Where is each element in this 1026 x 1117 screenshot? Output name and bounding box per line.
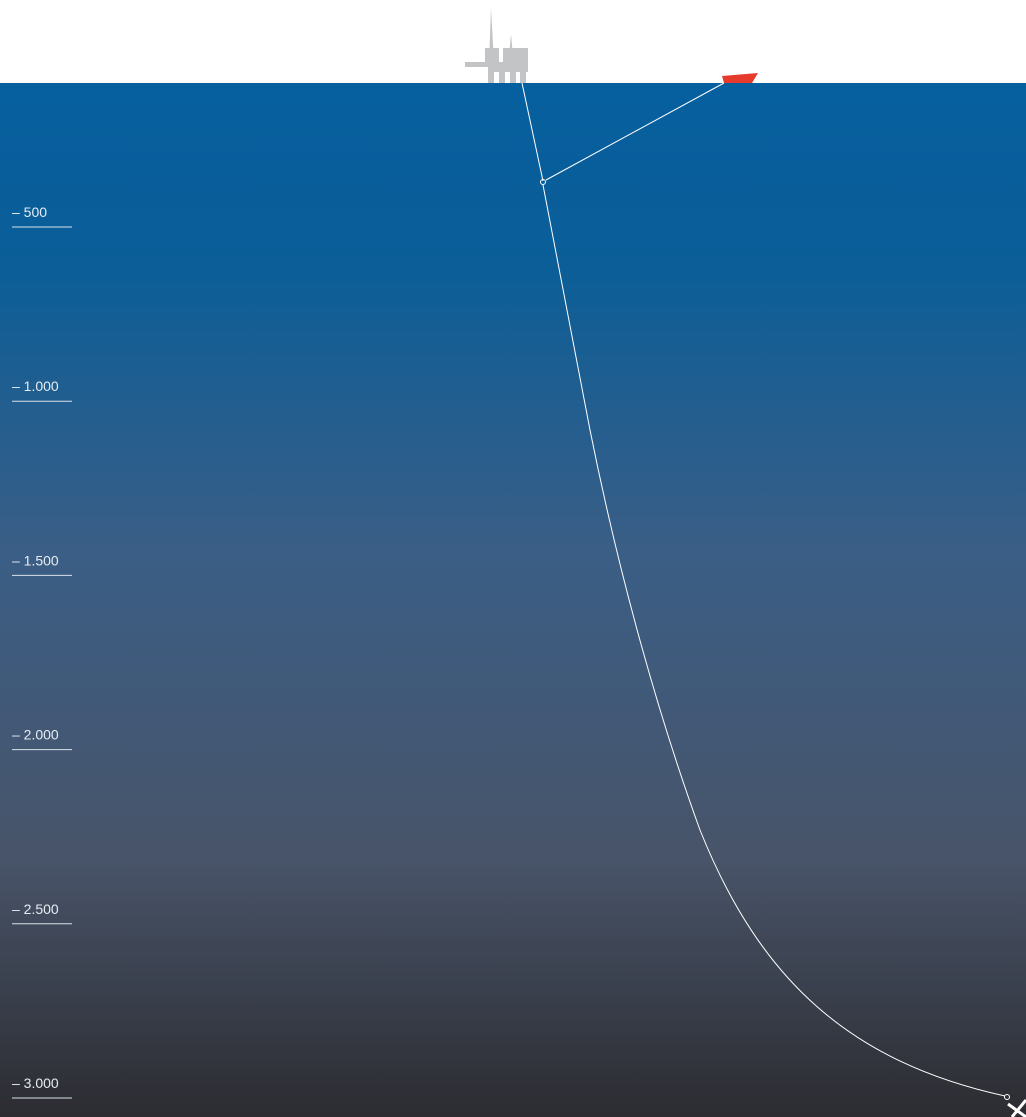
sea (0, 83, 1026, 1117)
depth-label: – 1.500 (12, 552, 59, 568)
depth-label: – 3.000 (12, 1075, 59, 1091)
depth-label: – 2.000 (12, 727, 59, 743)
depth-label: – 2.500 (12, 901, 59, 917)
platform (465, 8, 528, 83)
depth-scale: – 500 – 1.000 – 1.500 – 2.000 – 2.500 – 3.000 (12, 204, 72, 1099)
depth-label: – 1.000 (12, 378, 59, 394)
riser (521, 82, 1010, 1100)
anchor (1007, 1099, 1026, 1117)
vessel (722, 73, 758, 83)
depth-label: – 500 (12, 204, 47, 220)
